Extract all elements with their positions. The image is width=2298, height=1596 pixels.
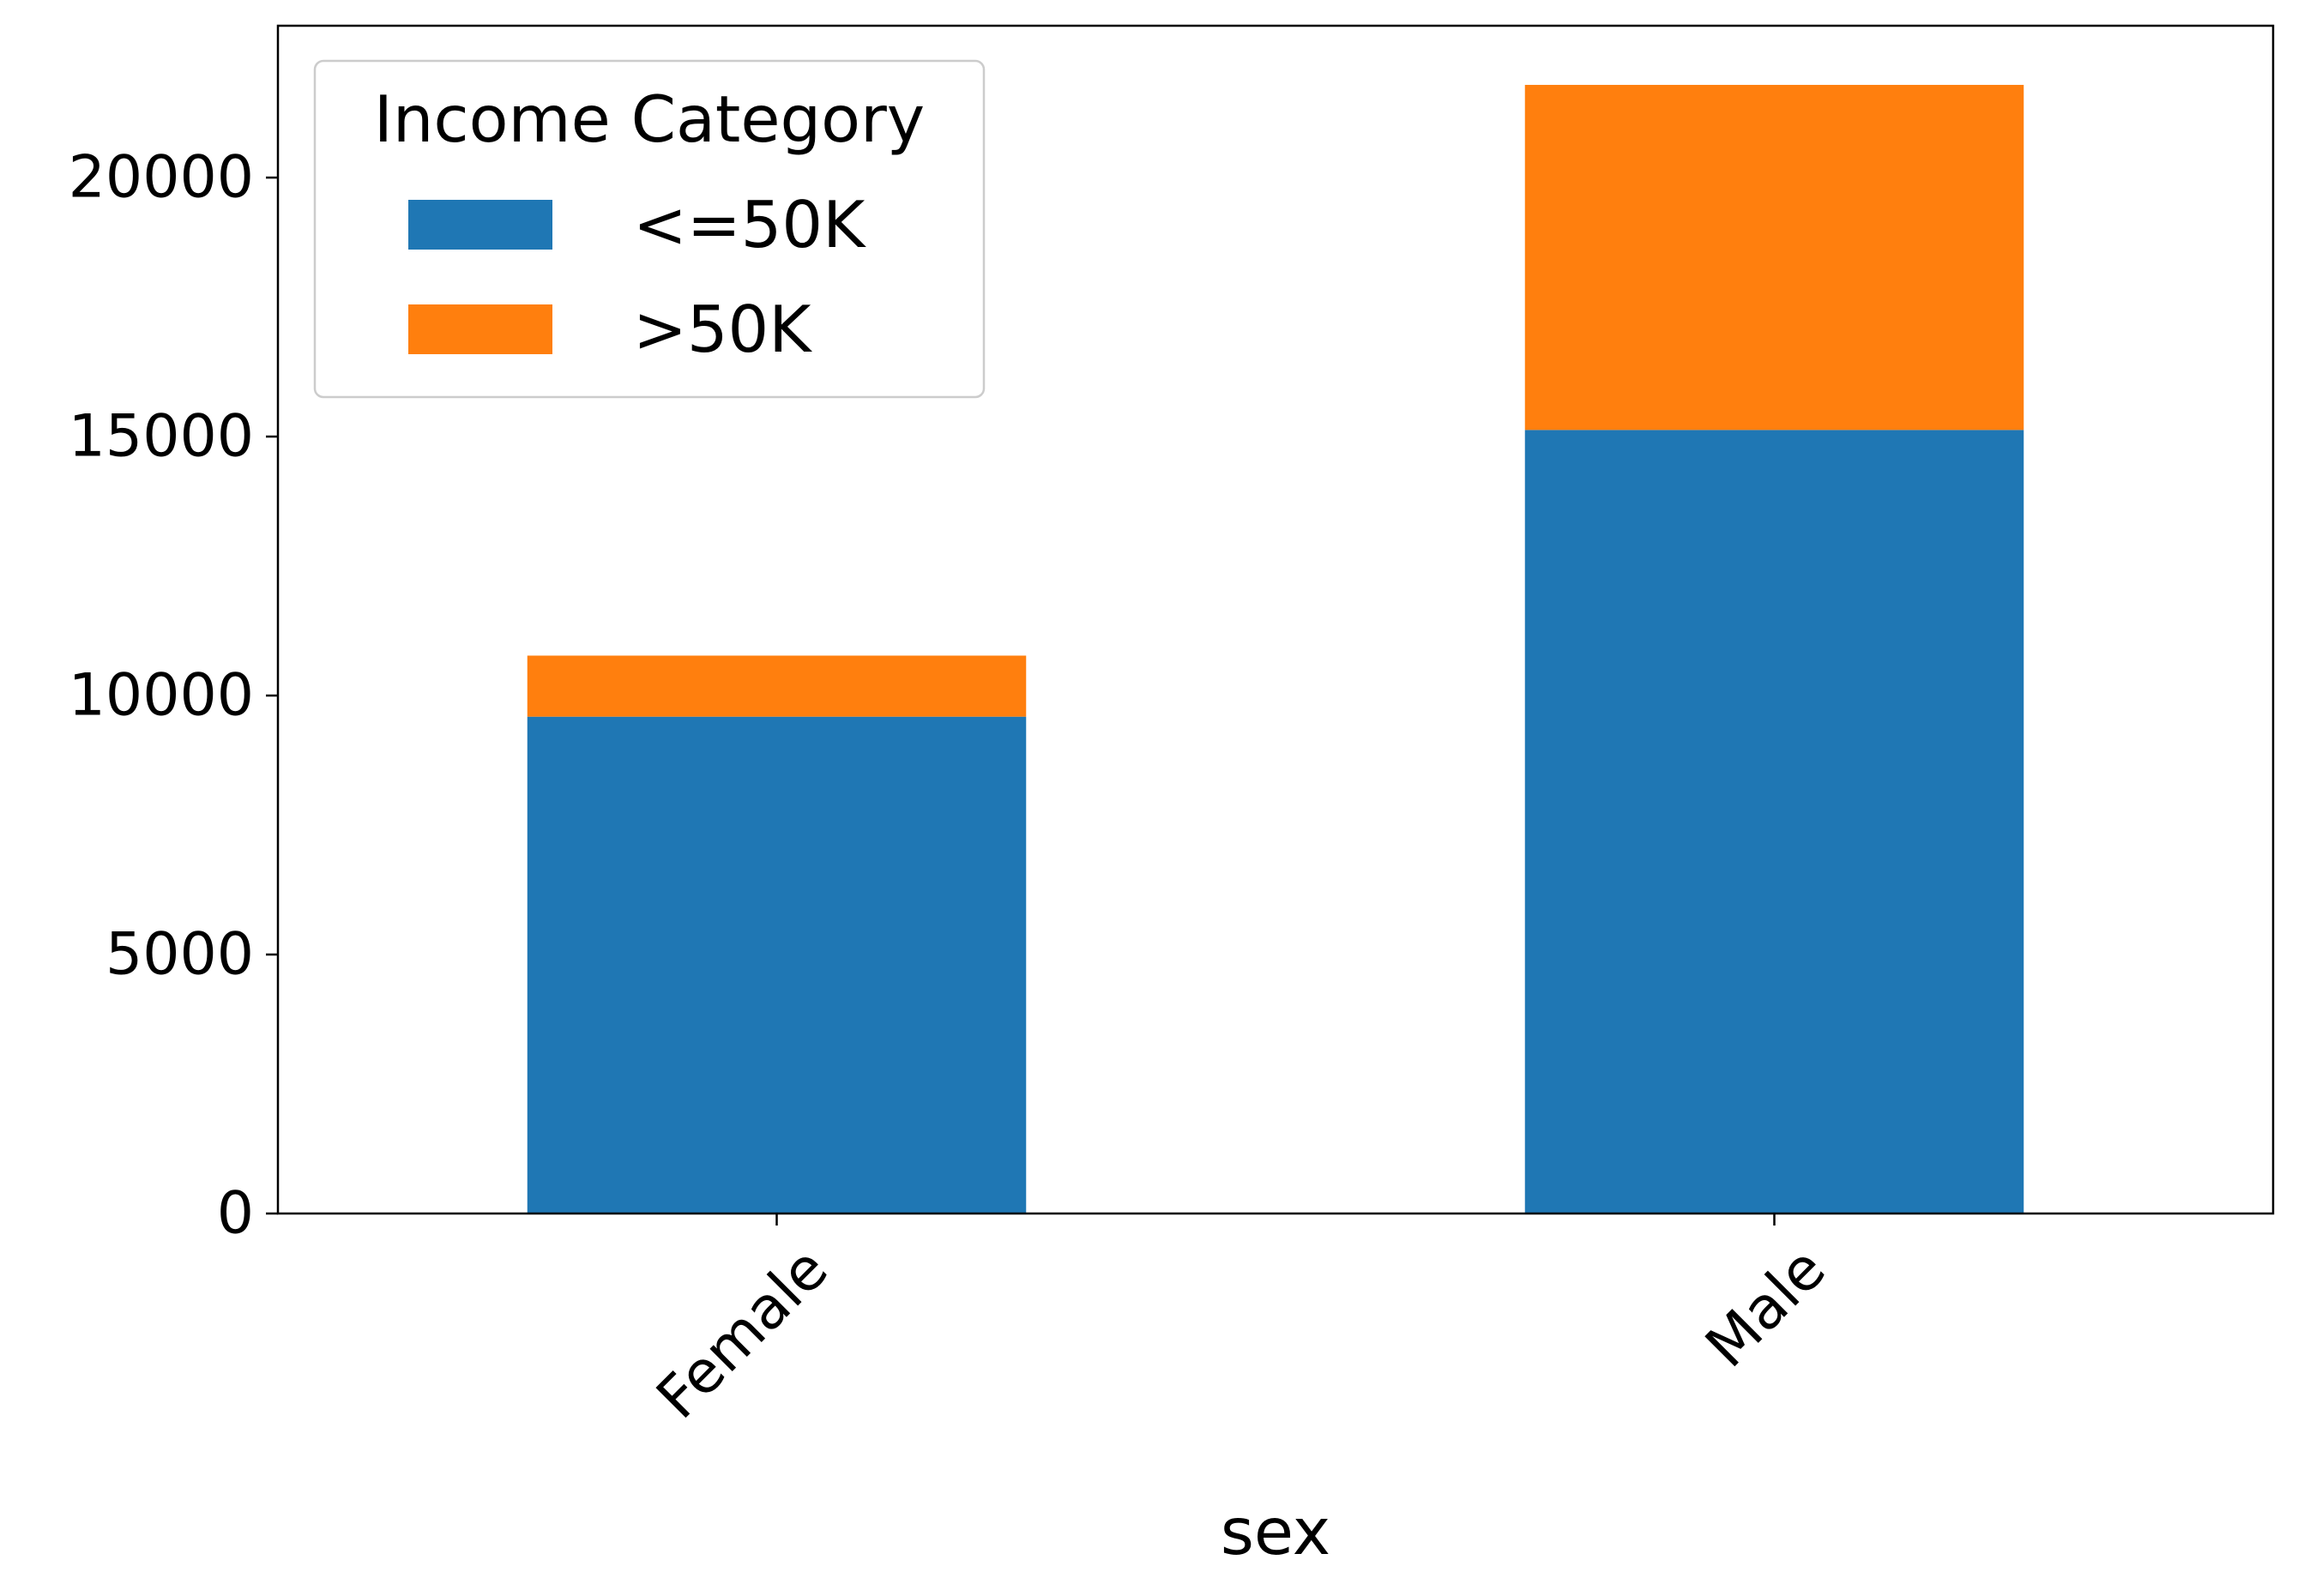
bar-male-series-0 (1524, 430, 2024, 1214)
y-tick-label: 10000 (69, 662, 254, 730)
y-axis: 0 5000 10000 15000 20000 (69, 144, 278, 1248)
legend-items: <=50K >50K (408, 187, 866, 367)
x-axis: Female Male (644, 1214, 1839, 1432)
legend-title: Income Category (374, 81, 925, 157)
x-tick-label-male: Male (1693, 1235, 1839, 1381)
legend: Income Category <=50K >50K (313, 59, 986, 399)
bar-male-series-1 (1524, 84, 2024, 431)
y-tick-label: 0 (217, 1180, 254, 1248)
legend-label-0: <=50K (633, 187, 866, 262)
plot-frame (276, 24, 2275, 1215)
x-tick-label-female: Female (644, 1235, 841, 1432)
x-axis-label: sex (1221, 1494, 1330, 1569)
legend-swatch-1 (408, 304, 552, 354)
y-tick-label: 15000 (69, 403, 254, 471)
legend-label-1: >50K (633, 292, 812, 367)
y-tick-label: 5000 (106, 921, 254, 989)
legend-swatch-0 (408, 200, 552, 250)
y-tick-label: 20000 (69, 144, 254, 212)
bars-layer (527, 84, 2024, 1214)
bar-female-series-0 (527, 716, 1027, 1214)
bar-female-series-1 (527, 655, 1027, 717)
